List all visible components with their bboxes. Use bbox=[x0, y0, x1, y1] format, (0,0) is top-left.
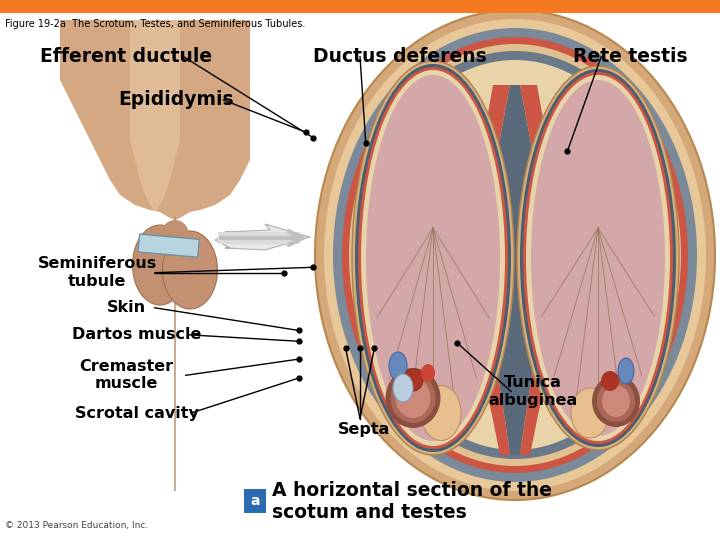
Bar bbox=[0, 20, 310, 540]
Ellipse shape bbox=[602, 385, 630, 417]
Polygon shape bbox=[520, 85, 559, 455]
Text: © 2013 Pearson Education, Inc.: © 2013 Pearson Education, Inc. bbox=[5, 521, 148, 530]
Ellipse shape bbox=[601, 371, 619, 391]
Ellipse shape bbox=[358, 67, 508, 449]
FancyBboxPatch shape bbox=[244, 489, 266, 513]
Ellipse shape bbox=[390, 373, 436, 423]
Ellipse shape bbox=[526, 75, 670, 441]
Polygon shape bbox=[487, 85, 543, 455]
Ellipse shape bbox=[395, 378, 431, 418]
Bar bbox=[218, 232, 300, 244]
Text: a: a bbox=[251, 494, 260, 508]
Polygon shape bbox=[130, 20, 180, 212]
Ellipse shape bbox=[333, 28, 697, 482]
Text: Dartos muscle: Dartos muscle bbox=[72, 327, 202, 342]
Ellipse shape bbox=[421, 386, 461, 441]
Ellipse shape bbox=[355, 64, 511, 452]
Ellipse shape bbox=[520, 69, 676, 447]
Ellipse shape bbox=[361, 70, 505, 446]
Ellipse shape bbox=[571, 388, 609, 438]
Text: Seminiferous
tubule: Seminiferous tubule bbox=[37, 256, 157, 289]
Ellipse shape bbox=[356, 51, 674, 459]
Ellipse shape bbox=[349, 44, 681, 466]
Ellipse shape bbox=[132, 225, 187, 305]
Text: Figure 19-2a  The Scrotum, Testes, and Seminiferous Tubules.: Figure 19-2a The Scrotum, Testes, and Se… bbox=[5, 19, 305, 29]
Text: Tunica
albuginea: Tunica albuginea bbox=[488, 375, 577, 408]
Ellipse shape bbox=[389, 352, 407, 380]
Text: Skin: Skin bbox=[107, 300, 145, 315]
Ellipse shape bbox=[163, 231, 217, 309]
Ellipse shape bbox=[342, 37, 688, 473]
Bar bbox=[0, 0, 720, 13]
Ellipse shape bbox=[365, 60, 665, 450]
Ellipse shape bbox=[523, 72, 673, 444]
Ellipse shape bbox=[597, 380, 635, 422]
Ellipse shape bbox=[618, 358, 634, 384]
Ellipse shape bbox=[592, 375, 640, 427]
Ellipse shape bbox=[315, 10, 715, 500]
Ellipse shape bbox=[352, 61, 514, 455]
Ellipse shape bbox=[385, 368, 441, 428]
Text: Ductus deferens: Ductus deferens bbox=[312, 47, 487, 66]
Text: Scrotal cavity: Scrotal cavity bbox=[75, 406, 199, 421]
Text: Epididymis: Epididymis bbox=[119, 90, 234, 110]
Polygon shape bbox=[215, 224, 310, 250]
Ellipse shape bbox=[393, 374, 413, 402]
Polygon shape bbox=[60, 20, 250, 220]
Text: Septa: Septa bbox=[338, 422, 390, 437]
Text: Cremaster
muscle: Cremaster muscle bbox=[79, 359, 173, 392]
Ellipse shape bbox=[531, 80, 665, 436]
Ellipse shape bbox=[421, 364, 435, 382]
Ellipse shape bbox=[517, 66, 679, 450]
Ellipse shape bbox=[324, 19, 706, 491]
Bar bbox=[138, 234, 199, 257]
Text: Rete testis: Rete testis bbox=[572, 47, 688, 66]
Ellipse shape bbox=[366, 75, 500, 441]
Ellipse shape bbox=[403, 369, 423, 391]
Ellipse shape bbox=[161, 220, 189, 250]
Text: A horizontal section of the
scotum and testes: A horizontal section of the scotum and t… bbox=[272, 481, 552, 522]
Text: Efferent ductule: Efferent ductule bbox=[40, 47, 212, 66]
Polygon shape bbox=[471, 85, 510, 455]
